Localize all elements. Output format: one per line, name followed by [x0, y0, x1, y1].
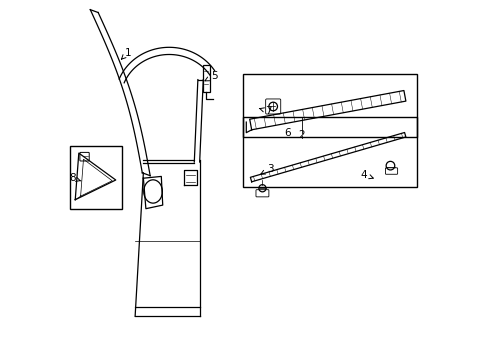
Text: 7: 7 [259, 106, 271, 116]
Bar [70, 146, 122, 209]
Bar [202, 65, 209, 92]
Text: 6: 6 [284, 128, 290, 138]
Bar [242, 117, 416, 187]
Text: 2: 2 [298, 130, 305, 140]
Text: 8: 8 [69, 173, 81, 183]
Bar [242, 74, 416, 137]
Text: 4: 4 [360, 170, 372, 180]
Text: 5: 5 [204, 71, 217, 81]
Text: 1: 1 [121, 48, 131, 59]
Text: 3: 3 [261, 164, 273, 174]
